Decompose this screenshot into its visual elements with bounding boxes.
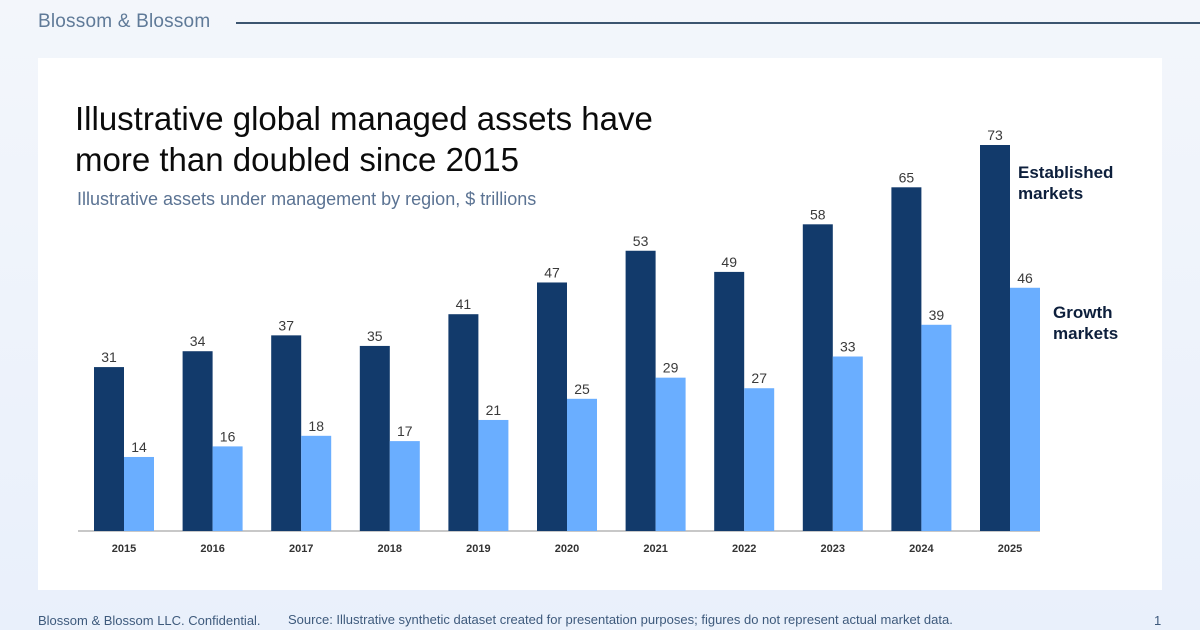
footer-source: Source: Illustrative synthetic dataset c… <box>288 612 953 627</box>
value-label-established-2022: 49 <box>721 254 737 270</box>
value-label-established-2015: 31 <box>101 349 117 365</box>
value-label-established-2023: 58 <box>810 206 826 222</box>
bar-established-2025 <box>980 145 1010 531</box>
x-tick-label-2017: 2017 <box>289 543 313 555</box>
bar-established-2023 <box>802 224 833 531</box>
value-label-established-2020: 47 <box>544 264 560 280</box>
value-label-established-2025: 73 <box>987 127 1003 143</box>
x-tick-label-2019: 2019 <box>466 543 490 555</box>
value-label-growth-2025: 46 <box>1017 270 1033 286</box>
series-label-established: Established markets <box>1018 163 1114 203</box>
value-label-established-2021: 53 <box>633 233 649 249</box>
bar-growth-2023 <box>832 356 863 531</box>
bar-established-2018 <box>359 345 390 531</box>
value-label-growth-2023: 33 <box>840 339 856 355</box>
bar-established-2015 <box>94 367 124 531</box>
bar-chart: 31 14 2015 34 16 2016 37 18 2017 35 17 2018 41 21 2019… <box>78 127 1040 555</box>
bar-growth-2017 <box>301 435 332 531</box>
footer-confidential: Blossom & Blossom LLC. Confidential. <box>38 613 261 628</box>
bar-growth-2018 <box>389 441 420 531</box>
value-label-established-2018: 35 <box>367 328 383 344</box>
bar-established-2017 <box>271 335 302 531</box>
value-label-growth-2018: 17 <box>397 423 413 439</box>
brand-name: Blossom & Blossom <box>38 11 211 32</box>
page-number: 1 <box>1154 613 1162 628</box>
value-label-growth-2017: 18 <box>308 418 324 434</box>
x-tick-label-2016: 2016 <box>200 543 224 555</box>
bar-established-2019 <box>448 314 479 531</box>
x-tick-label-2021: 2021 <box>643 543 667 555</box>
value-label-established-2019: 41 <box>456 296 472 312</box>
value-label-established-2017: 37 <box>278 317 294 333</box>
bar-established-2024 <box>891 187 922 531</box>
value-label-growth-2020: 25 <box>574 381 590 397</box>
bar-established-2022 <box>714 271 745 531</box>
value-label-growth-2024: 39 <box>929 307 945 323</box>
slide-panel: Illustrative global managed assets have … <box>38 58 1162 590</box>
x-tick-label-2024: 2024 <box>909 543 934 555</box>
x-tick-label-2020: 2020 <box>555 543 579 555</box>
bar-growth-2015 <box>124 456 154 531</box>
value-label-established-2024: 65 <box>899 169 915 185</box>
x-tick-label-2025: 2025 <box>998 543 1022 555</box>
x-tick-label-2018: 2018 <box>378 543 402 555</box>
bar-established-2021 <box>625 250 656 531</box>
x-tick-label-2023: 2023 <box>821 543 845 555</box>
bar-growth-2022 <box>744 388 775 531</box>
bar-growth-2024 <box>921 324 952 531</box>
bar-growth-2021 <box>655 377 686 531</box>
value-label-growth-2015: 14 <box>131 439 147 455</box>
bar-growth-2020 <box>567 398 597 531</box>
bar-growth-2016 <box>212 446 243 531</box>
header-rule <box>236 22 1200 24</box>
bar-growth-2019 <box>478 419 509 531</box>
x-tick-label-2015: 2015 <box>112 543 136 555</box>
slide-subtitle: Illustrative assets under management by … <box>77 189 537 209</box>
slide-title: Illustrative global managed assets have … <box>75 100 653 178</box>
bar-established-2020 <box>537 282 567 531</box>
value-label-growth-2022: 27 <box>751 370 767 386</box>
value-label-growth-2021: 29 <box>663 360 679 376</box>
bar-established-2016 <box>182 351 213 531</box>
series-label-growth: Growth markets <box>1053 303 1119 343</box>
x-tick-label-2022: 2022 <box>732 543 756 555</box>
value-label-growth-2019: 21 <box>486 402 502 418</box>
value-label-growth-2016: 16 <box>220 428 236 444</box>
value-label-established-2016: 34 <box>190 333 206 349</box>
bar-growth-2025 <box>1010 287 1040 531</box>
